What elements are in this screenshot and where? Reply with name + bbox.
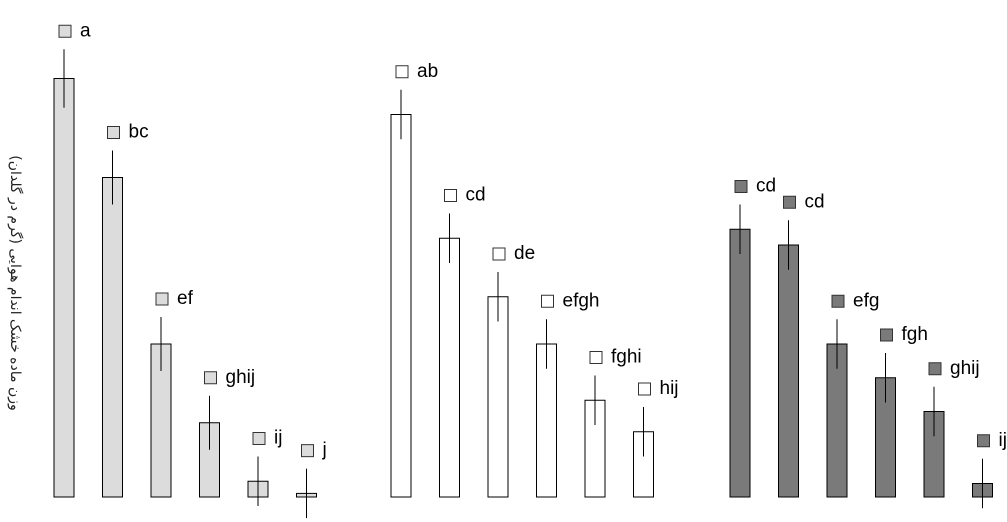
bar bbox=[729, 228, 751, 498]
significance-label: cd bbox=[756, 176, 776, 197]
bar bbox=[778, 244, 799, 498]
significance-label: ij bbox=[274, 428, 282, 449]
letter-marker bbox=[252, 432, 266, 445]
significance-label: bc bbox=[129, 122, 149, 143]
significance-label: a bbox=[80, 20, 91, 41]
bar bbox=[487, 296, 509, 498]
bar bbox=[390, 114, 412, 498]
significance-label: j bbox=[322, 440, 327, 461]
significance-label: fgh bbox=[902, 324, 928, 345]
significance-label: ghij bbox=[950, 358, 980, 379]
significance-label: efg bbox=[853, 290, 879, 311]
letter-marker bbox=[155, 292, 169, 306]
significance-label: de bbox=[514, 243, 535, 264]
letter-marker bbox=[734, 180, 748, 193]
letter-marker bbox=[880, 328, 893, 342]
significance-label: ghij bbox=[226, 367, 256, 388]
letter-marker bbox=[977, 434, 990, 448]
significance-label: hij bbox=[660, 378, 679, 399]
letter-marker bbox=[928, 362, 942, 376]
bar bbox=[53, 78, 75, 498]
letter-marker bbox=[204, 371, 217, 385]
significance-label: cd bbox=[466, 185, 486, 206]
significance-label: efgh bbox=[563, 290, 600, 311]
letter-marker bbox=[107, 126, 120, 139]
letter-marker bbox=[301, 444, 314, 458]
bar bbox=[439, 237, 460, 498]
letter-marker bbox=[58, 24, 72, 38]
significance-label: ef bbox=[177, 288, 194, 309]
significance-label: ab bbox=[417, 61, 438, 82]
letter-marker bbox=[395, 65, 409, 79]
letter-marker bbox=[492, 247, 506, 261]
letter-marker bbox=[541, 294, 554, 308]
significance-label: cd bbox=[805, 191, 825, 212]
letter-marker bbox=[638, 382, 651, 396]
bar bbox=[102, 177, 123, 498]
letter-marker bbox=[444, 189, 457, 202]
letter-marker bbox=[831, 294, 845, 308]
significance-label: ij bbox=[999, 430, 1007, 451]
letter-marker bbox=[783, 195, 796, 209]
significance-label: fghi bbox=[611, 347, 642, 368]
letter-marker bbox=[589, 351, 603, 364]
